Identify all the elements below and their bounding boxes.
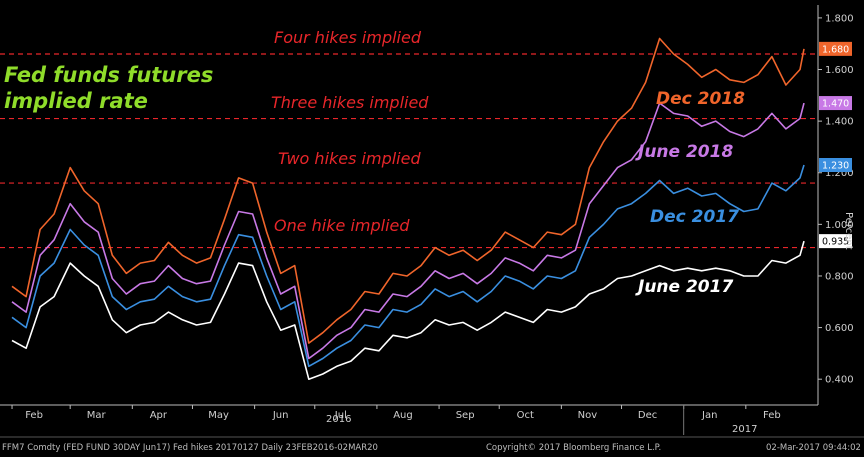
series-line-june-2017: [11, 240, 805, 380]
x-tick-label: Oct: [517, 410, 534, 421]
x-tick-label: May: [208, 410, 229, 421]
y-tick-label: 1.400: [825, 117, 854, 128]
y-tick-label: 1.000: [825, 220, 854, 231]
x-tick-label: Nov: [578, 410, 598, 421]
series-lines: [11, 37, 805, 380]
two-hikes-label: Two hikes implied: [278, 149, 421, 168]
axes: 0.400 0.600 0.800 1.000 1.200 1.400 1.600 1.800…: [0, 5, 854, 435]
year-label-2016: 2016: [326, 414, 351, 425]
one-hike-label: One hike implied: [274, 216, 410, 235]
year-label-2017: 2017: [732, 424, 757, 435]
last-value-text: 1.230: [822, 161, 849, 172]
x-tick-label: Jan: [701, 410, 717, 421]
last-value-text: 0.935: [822, 237, 849, 248]
y-tick-label: 0.400: [825, 375, 854, 386]
x-tick-label: Sep: [456, 410, 475, 421]
last-value-text: 1.680: [822, 44, 849, 55]
y-tick-label: 1.800: [825, 13, 854, 24]
x-tick-label: Feb: [25, 410, 43, 421]
chart-title-line2: implied rate: [4, 89, 148, 113]
x-tick-label: Jun: [272, 410, 289, 421]
x-tick-label: Jul: [334, 410, 347, 421]
x-tick-label: Mar: [87, 410, 107, 421]
series-label-june-2018: June 2018: [635, 142, 733, 162]
x-tick-label: Apr: [150, 410, 168, 421]
three-hikes-label: Three hikes implied: [271, 93, 429, 112]
four-hikes-label: Four hikes implied: [274, 28, 422, 47]
footer-center: Copyright© 2017 Bloomberg Finance L.P.: [486, 443, 661, 453]
series-label-dec-2018: Dec 2018: [656, 89, 745, 109]
x-tick-label: Feb: [763, 410, 781, 421]
series-line-june-2018: [11, 102, 805, 360]
y-axis-label: Percent: [843, 212, 854, 250]
reference-lines: [0, 53, 818, 249]
footer-right: 02-Mar-2017 09:44:02: [766, 443, 861, 453]
last-value-badge: [819, 158, 852, 172]
y-tick-label: 1.600: [825, 65, 854, 76]
last-value-badges: 0.935 1.230 1.470 1.680: [819, 41, 852, 249]
last-value-text: 1.470: [822, 99, 849, 110]
x-tick-label: Aug: [393, 410, 413, 421]
y-tick-label: 1.200: [825, 168, 854, 179]
last-value-badge: [819, 234, 852, 249]
y-tick-label: 0.600: [825, 323, 854, 334]
y-tick-label: 0.800: [825, 271, 854, 282]
last-value-badge: [819, 41, 852, 56]
series-label-dec-2017: Dec 2017: [650, 207, 739, 227]
series-label-june-2017: June 2017: [635, 277, 733, 297]
series-line-dec-2018: [11, 37, 805, 344]
series-line-dec-2017: [11, 164, 805, 368]
x-tick-label: Dec: [638, 410, 657, 421]
last-value-badge: [819, 96, 852, 111]
footer-left: FFM7 Comdty (FED FUND 30DAY Jun17) Fed h…: [2, 443, 378, 453]
chart-title-line1: Fed funds futures: [4, 63, 213, 87]
